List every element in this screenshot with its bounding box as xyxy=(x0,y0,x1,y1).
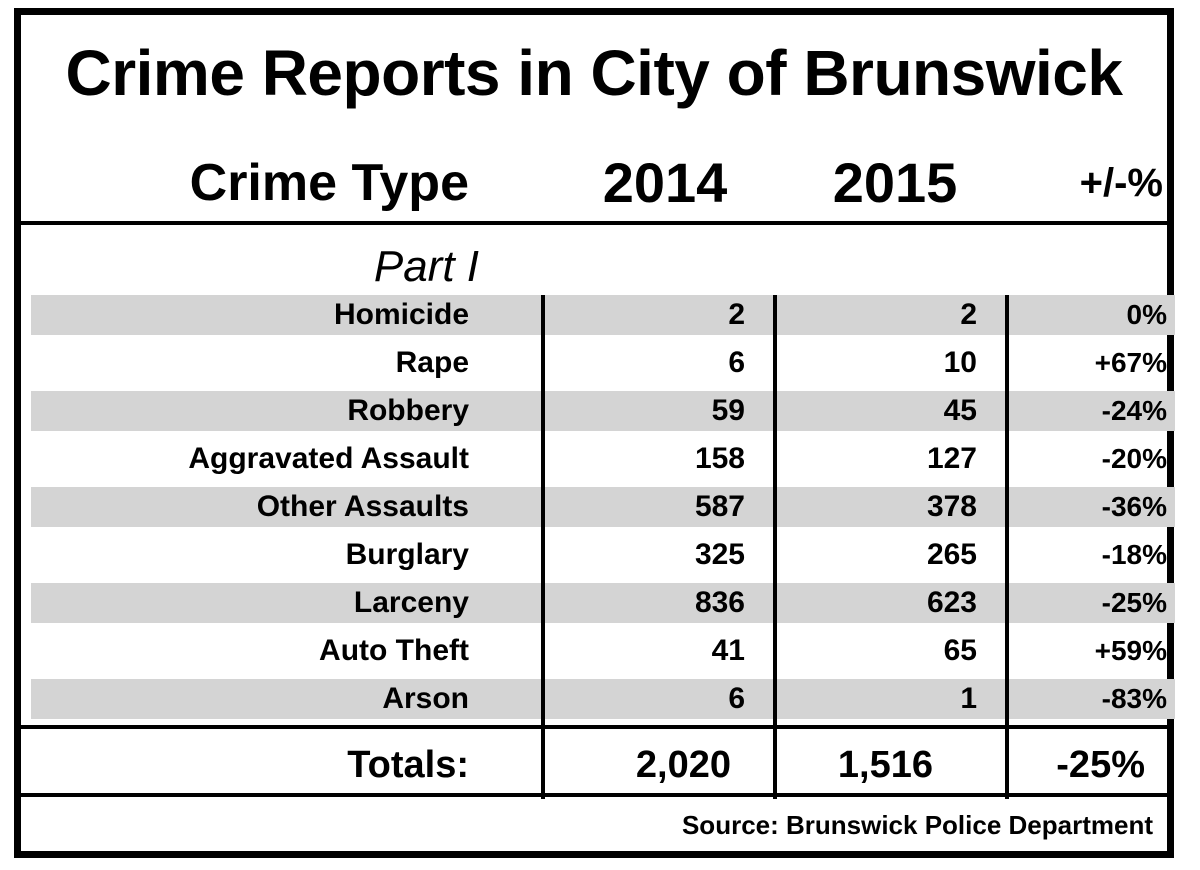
cell-crime-type: Other Assaults xyxy=(256,490,469,523)
cell-2014: 6 xyxy=(728,346,745,379)
cell-2014: 325 xyxy=(694,538,745,571)
table-row: Arson 6 1 -83% xyxy=(31,679,1175,719)
cell-change: +59% xyxy=(1094,635,1167,666)
cell-crime-type: Robbery xyxy=(347,394,469,427)
totals-2014: 2,020 xyxy=(635,744,731,786)
cell-2014: 6 xyxy=(728,682,745,715)
cell-2014: 41 xyxy=(711,634,745,667)
header-change-label: +/-% xyxy=(1079,161,1163,205)
cell-crime-type: Aggravated Assault xyxy=(188,442,469,475)
table-row: Larceny 836 623 -25% xyxy=(31,583,1175,623)
cell-change: -25% xyxy=(1101,587,1167,618)
header-2014: 2014 xyxy=(602,151,728,214)
column-divider-2 xyxy=(773,295,777,799)
cell-2015: 45 xyxy=(943,394,977,427)
table-row: Auto Theft 41 65 +59% xyxy=(31,631,1175,671)
cell-2015: 127 xyxy=(926,442,977,475)
cell-2015: 10 xyxy=(943,346,977,379)
cell-2014: 59 xyxy=(711,394,745,427)
cell-crime-type: Larceny xyxy=(353,586,469,619)
header-crime-type: Crime Type xyxy=(189,154,469,212)
cell-crime-type: Homicide xyxy=(333,298,469,331)
cell-crime-type: Burglary xyxy=(345,538,469,571)
totals-2015: 1,516 xyxy=(837,744,933,786)
totals-label: Totals: xyxy=(347,744,469,786)
table-row: Homicide 2 2 0% xyxy=(31,295,1175,335)
cell-change: -18% xyxy=(1101,539,1167,570)
cell-2015: 623 xyxy=(926,586,977,619)
totals-bottom-divider xyxy=(21,793,1167,797)
header-divider xyxy=(21,221,1167,225)
source-note: Source: Brunswick Police Department xyxy=(681,810,1153,840)
cell-2015: 2 xyxy=(960,298,977,331)
cell-change: -36% xyxy=(1101,491,1167,522)
table-row: Burglary 325 265 -18% xyxy=(31,535,1175,575)
cell-2014: 2 xyxy=(728,298,745,331)
cell-change: -24% xyxy=(1101,395,1167,426)
totals-change: -25% xyxy=(1056,744,1145,786)
cell-change: +67% xyxy=(1094,347,1167,378)
cell-change: -20% xyxy=(1101,443,1167,474)
cell-crime-type: Auto Theft xyxy=(319,634,469,667)
table-title: Crime Reports in City of Brunswick xyxy=(65,37,1123,109)
cell-2015: 1 xyxy=(960,682,977,715)
cell-2015: 378 xyxy=(926,490,977,523)
cell-2015: 65 xyxy=(943,634,977,667)
header-2015: 2015 xyxy=(832,151,958,214)
table-row: Rape 6 10 +67% xyxy=(31,343,1175,383)
table-row: Other Assaults 587 378 -36% xyxy=(31,487,1175,527)
cell-2015: 265 xyxy=(926,538,977,571)
table-row: Aggravated Assault 158 127 -20% xyxy=(31,439,1175,479)
totals-top-divider xyxy=(21,725,1167,729)
cell-2014: 587 xyxy=(694,490,745,523)
section-label: Part I xyxy=(373,242,479,291)
cell-2014: 158 xyxy=(694,442,745,475)
column-divider-3 xyxy=(1005,295,1009,799)
table-row: Robbery 59 45 -24% xyxy=(31,391,1175,431)
cell-crime-type: Arson xyxy=(382,682,469,715)
cell-change: 0% xyxy=(1126,299,1167,330)
column-divider-1 xyxy=(541,295,545,799)
cell-crime-type: Rape xyxy=(395,346,469,379)
cell-change: -83% xyxy=(1101,683,1167,714)
table-frame: Crime Reports in City of Brunswick Crime… xyxy=(14,8,1175,858)
cell-2014: 836 xyxy=(694,586,745,619)
header-change: +/-% xyxy=(1023,153,1163,213)
